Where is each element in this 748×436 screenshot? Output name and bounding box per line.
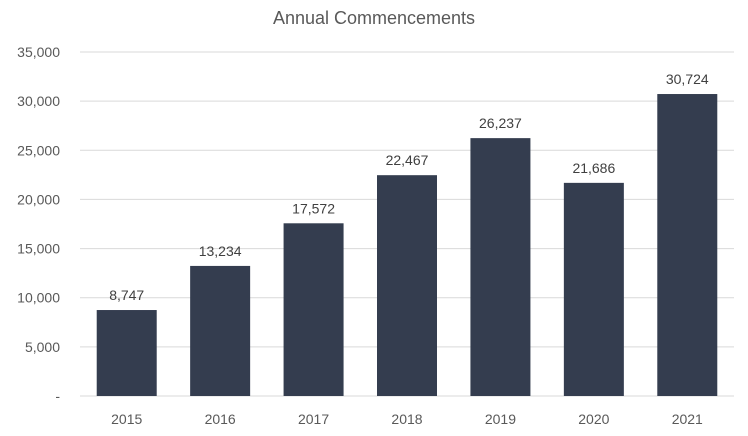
- data-label: 26,237: [479, 115, 522, 131]
- y-tick-label: 35,000: [17, 44, 60, 60]
- data-label: 17,572: [292, 200, 335, 216]
- y-tick-label: 20,000: [17, 191, 60, 207]
- data-label: 13,234: [199, 243, 242, 259]
- bar: [283, 223, 344, 396]
- x-tick-label: 2021: [672, 411, 703, 427]
- data-label: 22,467: [386, 152, 429, 168]
- x-axis-ticks: 2015 2016 2017 2018 2019 2020 2021: [111, 411, 703, 427]
- bar: [470, 138, 531, 396]
- y-tick-label: 30,000: [17, 93, 60, 109]
- y-tick-label: 25,000: [17, 142, 60, 158]
- bar: [190, 265, 251, 396]
- bar: [657, 94, 718, 396]
- bar: [377, 175, 437, 396]
- x-tick-label: 2020: [578, 411, 609, 427]
- y-tick-label: 5,000: [25, 339, 60, 355]
- x-tick-label: 2015: [111, 411, 142, 427]
- x-tick-label: 2018: [391, 411, 422, 427]
- y-axis-ticks: - 5,000 10,000 15,000 20,000 25,000 30,000 35,0…: [17, 44, 60, 404]
- data-label: 30,724: [666, 71, 709, 87]
- x-tick-label: 2017: [298, 411, 329, 427]
- y-tick-label: 15,000: [17, 241, 60, 257]
- y-tick-label: 10,000: [17, 290, 60, 306]
- x-tick-label: 2019: [485, 411, 516, 427]
- x-tick-label: 2016: [205, 411, 236, 427]
- bar: [96, 310, 157, 396]
- bar: [563, 182, 624, 396]
- data-labels: 8,747 13,234 17,572 22,467 26,237 21,686 30,72…: [109, 71, 709, 303]
- data-label: 8,747: [109, 287, 144, 303]
- bars: [96, 94, 718, 396]
- data-label: 21,686: [572, 160, 615, 176]
- y-tick-label: -: [55, 388, 60, 404]
- chart-title: Annual Commencements: [272, 8, 476, 28]
